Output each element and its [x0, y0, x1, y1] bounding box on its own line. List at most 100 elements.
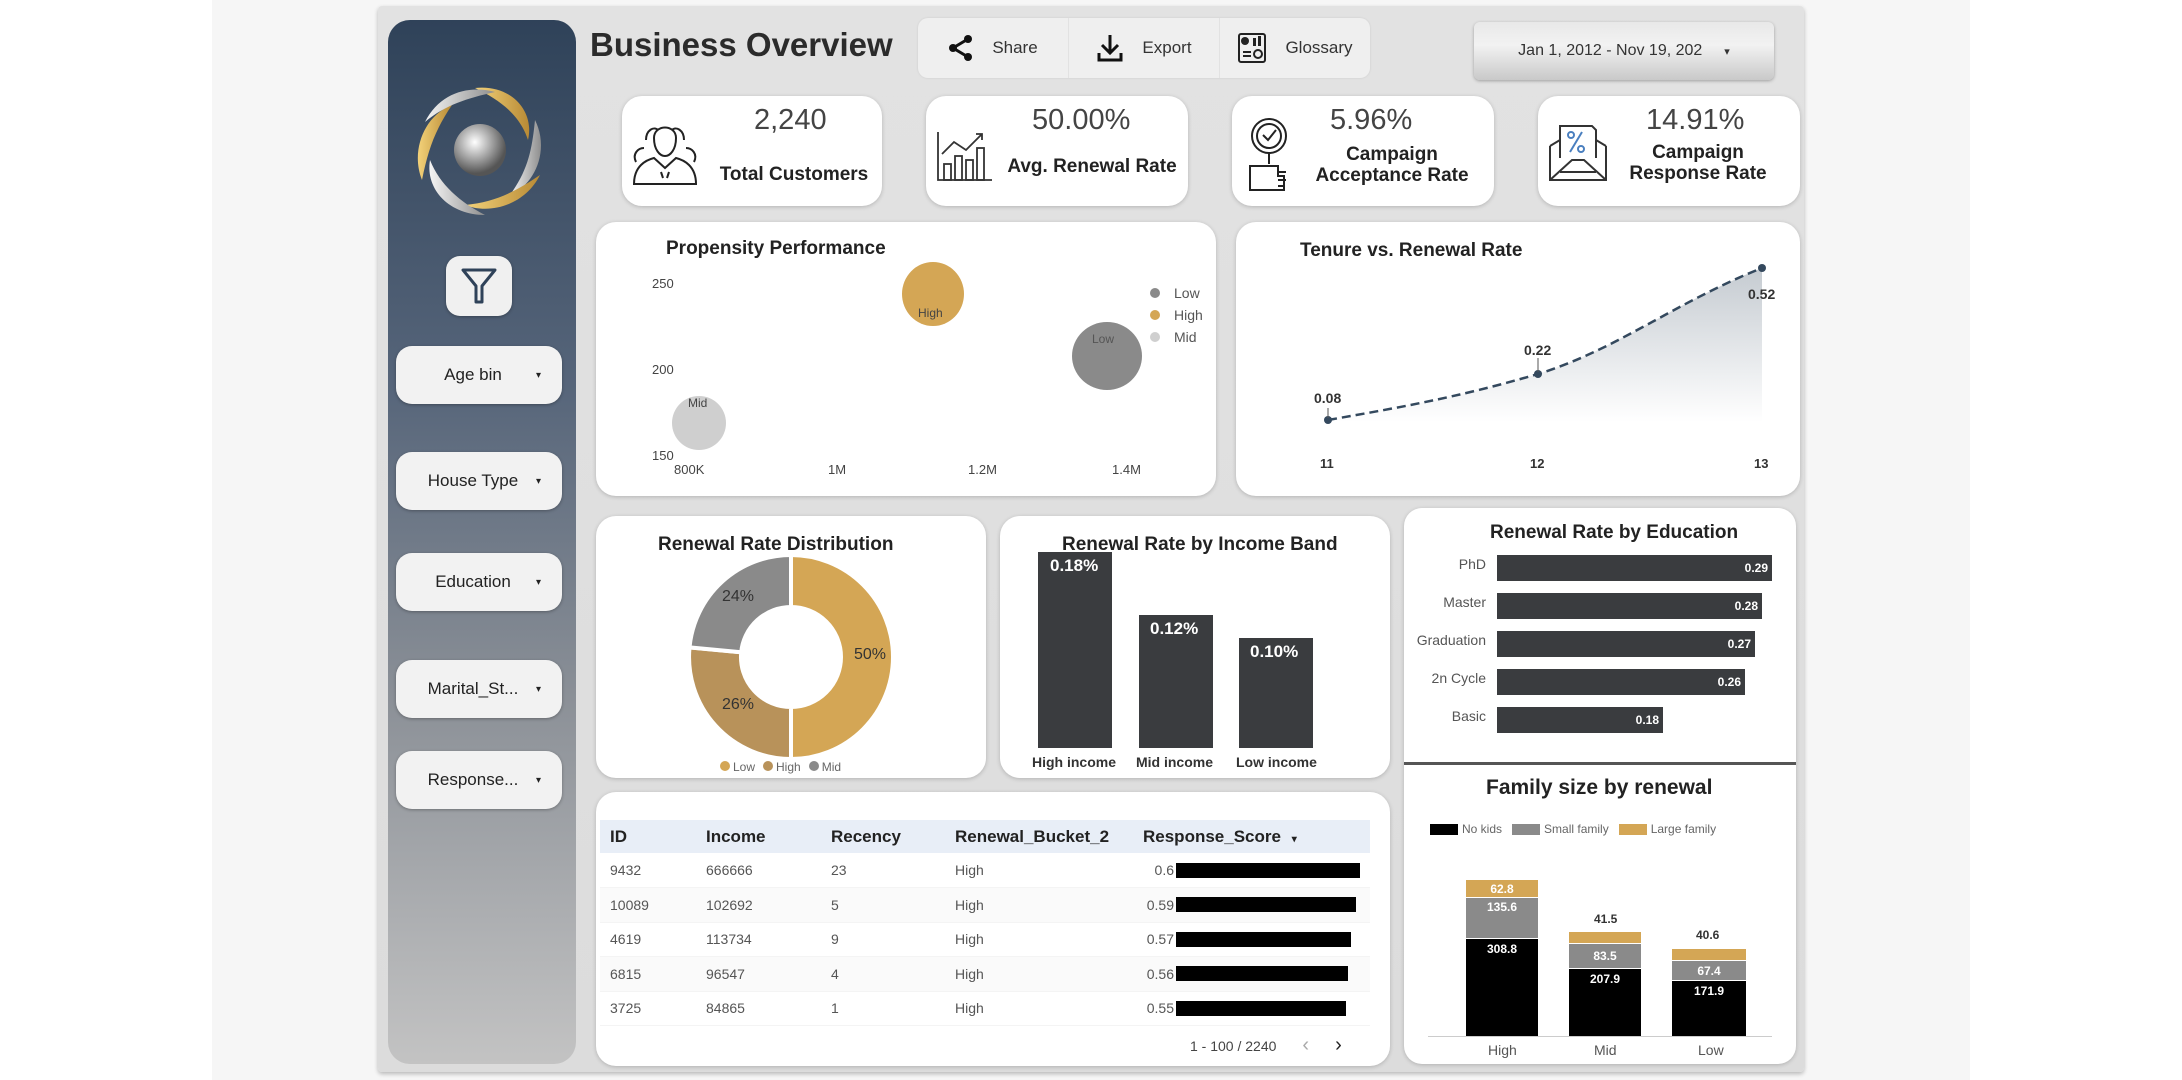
dropdown-label: Age bin	[444, 365, 502, 384]
propensity-performance-chart: Propensity Performance 250 200 150 800K …	[596, 222, 1216, 496]
filter-button[interactable]	[446, 256, 512, 316]
column-header-renewal-bucket[interactable]: Renewal_Bucket_2	[945, 820, 1133, 853]
segment-no-kids: 171.9	[1672, 981, 1746, 1036]
legend-item[interactable]: Mid	[808, 760, 841, 774]
bar-master[interactable]: 0.28	[1497, 593, 1762, 619]
table-row[interactable]: 3725 84865 1 High 0.55	[600, 991, 1370, 1026]
legend-label: Small family	[1544, 822, 1609, 836]
chart-title: Tenure vs. Renewal Rate	[1300, 240, 1523, 261]
export-button[interactable]: Export	[1069, 18, 1220, 78]
toolbar: Share Export Glossary	[918, 18, 1370, 78]
y-tick: 2n Cycle	[1431, 670, 1486, 686]
chart-title: Renewal Rate by Income Band	[1062, 534, 1338, 555]
bar-mid-income[interactable]	[1139, 615, 1213, 748]
date-range-picker[interactable]: Jan 1, 2012 - Nov 19, 202 ▾	[1474, 22, 1774, 80]
bubble-label: High	[918, 306, 943, 320]
legend-item[interactable]: Mid	[1150, 326, 1203, 348]
bar-high-income[interactable]	[1038, 552, 1112, 748]
stacked-bar-low[interactable]: 67.4 171.9	[1672, 949, 1746, 1036]
segment-label: 67.4	[1697, 964, 1721, 978]
donut-slice-high[interactable]	[687, 645, 793, 762]
legend-item[interactable]: Low	[1150, 282, 1203, 304]
legend-label: Mid	[1174, 329, 1197, 345]
legend-item[interactable]: Small family	[1512, 822, 1609, 836]
legend-item[interactable]: High	[763, 760, 801, 774]
table-row[interactable]: 6815 96547 4 High 0.56	[600, 956, 1370, 992]
segment-label: 207.9	[1589, 972, 1621, 986]
point-label: 0.08	[1314, 390, 1342, 406]
cell-id: 4619	[600, 922, 696, 957]
point-label: 0.22	[1524, 342, 1552, 358]
bar-graduation[interactable]: 0.27	[1497, 631, 1755, 657]
bubble-high[interactable]	[902, 262, 964, 326]
chart-legend: Low High Mid	[720, 760, 841, 774]
column-header-recency[interactable]: Recency	[821, 820, 945, 853]
x-tick: High	[1488, 1042, 1517, 1058]
dropdown-label: Education	[435, 572, 511, 591]
glossary-button[interactable]: Glossary	[1220, 18, 1370, 78]
kpi-value: 50.00%	[1032, 104, 1131, 136]
bar-basic[interactable]: 0.18	[1497, 707, 1663, 733]
y-tick: 200	[652, 362, 674, 377]
chart-title: Family size by renewal	[1486, 776, 1713, 799]
table-row[interactable]: 4619 113734 9 High 0.57	[600, 922, 1370, 957]
table-row[interactable]: 10089 102692 5 High 0.59	[600, 887, 1370, 923]
x-tick: 1M	[828, 462, 847, 477]
stacked-bar-mid[interactable]: 83.5 207.9	[1569, 932, 1641, 1036]
next-page-icon[interactable]: ›	[1335, 1034, 1342, 1056]
prev-page-icon[interactable]: ‹	[1302, 1034, 1310, 1056]
kpi-label-line: Response Rate	[1629, 163, 1767, 184]
y-tick: 250	[652, 276, 674, 291]
score-bar	[1176, 931, 1351, 947]
education-dropdown[interactable]: Education ▾	[396, 553, 562, 611]
segment-label: 40.6	[1696, 928, 1720, 942]
segment-label: 41.5	[1594, 912, 1618, 926]
stacked-bar-high[interactable]: 62.8 135.6 308.8	[1466, 880, 1538, 1036]
cell-bucket: High	[945, 956, 1133, 992]
age-bin-dropdown[interactable]: Age bin ▾	[396, 346, 562, 404]
point-label: 0.52	[1748, 286, 1776, 302]
response-dropdown[interactable]: Response... ▾	[396, 751, 562, 809]
pagination-range: 1 - 100 / 2240	[1190, 1037, 1277, 1054]
bar-low-income[interactable]	[1239, 638, 1313, 748]
download-icon	[1097, 35, 1123, 62]
column-header-response-score[interactable]: Response_Score ▾	[1133, 820, 1370, 853]
sort-desc-icon[interactable]: ▾	[1291, 833, 1297, 845]
kpi-label-line: Campaign	[1652, 142, 1744, 163]
score-value: 0.56	[1146, 965, 1174, 982]
legend-label: Large family	[1650, 822, 1717, 836]
x-tick: Low income	[1236, 754, 1317, 770]
legend-item[interactable]: Large family	[1618, 822, 1717, 836]
x-tick: 12	[1530, 456, 1545, 471]
segment-small-family: 83.5	[1569, 944, 1641, 969]
dropdown-label: Response...	[427, 770, 519, 789]
column-header-id[interactable]: ID	[600, 820, 696, 853]
share-button[interactable]: Share	[918, 18, 1069, 78]
legend-item[interactable]: No kids	[1430, 822, 1502, 836]
education-family-panel: Renewal Rate by Education PhD Master Gra…	[1404, 508, 1796, 1064]
kpi-label: Campaign Acceptance Rate	[1302, 144, 1482, 186]
legend-label: High	[776, 760, 801, 774]
donut-slice-low[interactable]	[789, 552, 895, 762]
bubble-mid[interactable]	[672, 396, 726, 450]
growth-chart-icon	[937, 132, 992, 181]
slice-label: 50%	[854, 646, 887, 663]
glossary-icon	[1238, 33, 1267, 63]
segment-large-family: 62.8	[1466, 880, 1538, 898]
marital-status-dropdown[interactable]: Marital_St... ▾	[396, 660, 562, 718]
bar-2n-cycle[interactable]: 0.26	[1497, 669, 1745, 695]
cell-id: 3725	[600, 991, 696, 1026]
cell-recency: 5	[821, 887, 945, 923]
bubble-low[interactable]	[1072, 322, 1142, 390]
table-row[interactable]: 9432 666666 23 High 0.6	[600, 853, 1370, 888]
y-tick: Basic	[1451, 708, 1486, 724]
column-header-income[interactable]: Income	[696, 820, 821, 853]
company-logo-icon	[417, 87, 541, 215]
legend-item[interactable]: Low	[720, 760, 755, 774]
legend-item[interactable]: High	[1150, 304, 1203, 326]
donut-slice-mid[interactable]	[687, 552, 793, 655]
legend-label: Low	[733, 760, 756, 774]
bar-phd[interactable]: 0.29	[1497, 555, 1772, 581]
house-type-dropdown[interactable]: House Type ▾	[396, 452, 562, 510]
page-title: Business Overview	[590, 26, 893, 63]
